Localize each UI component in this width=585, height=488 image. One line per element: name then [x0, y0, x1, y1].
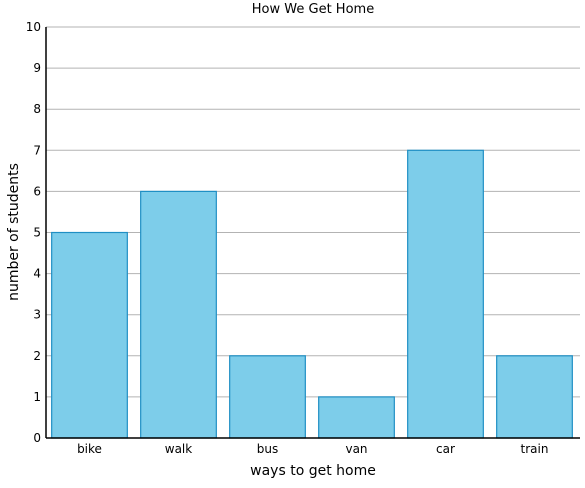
x-category-labels: bike walk bus van car train: [77, 442, 548, 456]
y-tick-label: 8: [33, 102, 41, 116]
gridlines: [46, 26, 580, 398]
bar-walk: [140, 190, 217, 439]
bar-train: [496, 355, 573, 439]
y-tick-label: 0: [33, 431, 41, 445]
x-category-label: car: [436, 442, 455, 456]
x-category-label: train: [521, 442, 549, 456]
y-axis-title: number of students: [6, 163, 22, 301]
chart-title: How We Get Home: [252, 2, 374, 17]
y-tick-label: 3: [33, 308, 41, 322]
x-category-label: bike: [77, 442, 102, 456]
bar-bus: [229, 355, 306, 439]
y-tick-label: 5: [33, 226, 41, 240]
y-tick-label: 2: [33, 349, 41, 363]
bars: [51, 149, 573, 439]
y-tick-label: 4: [33, 267, 41, 281]
bar-bike: [51, 231, 128, 439]
y-tick-labels: 0 1 2 3 4 5 6 7 8 9 10: [26, 20, 41, 445]
y-tick-label: 7: [33, 143, 41, 157]
x-category-label: walk: [165, 442, 193, 456]
bar-car: [407, 149, 484, 439]
x-axis-title: ways to get home: [250, 463, 376, 479]
x-category-label: bus: [257, 442, 278, 456]
bar-van: [318, 396, 395, 439]
y-tick-label: 10: [26, 20, 41, 34]
x-category-label: van: [345, 442, 367, 456]
y-tick-label: 6: [33, 184, 41, 198]
y-tick-label: 9: [33, 61, 41, 75]
y-tick-label: 1: [33, 390, 41, 404]
